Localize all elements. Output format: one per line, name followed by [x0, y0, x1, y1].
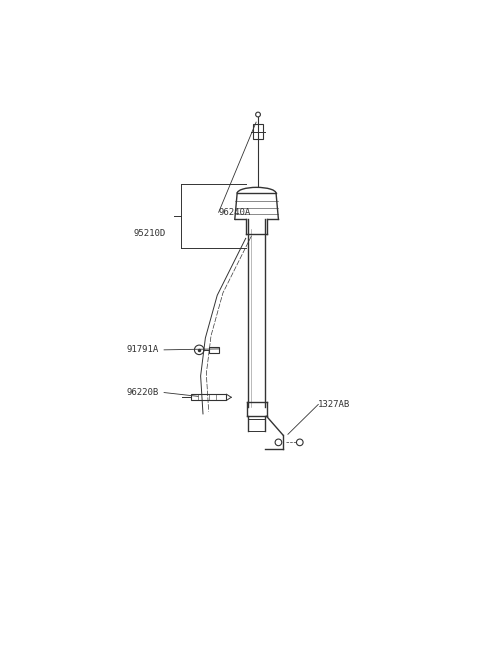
Text: 95210D: 95210D: [133, 229, 166, 238]
Text: 96240A: 96240A: [219, 208, 251, 217]
Text: 1327AB: 1327AB: [318, 400, 350, 409]
Bar: [253, 124, 263, 139]
Bar: [191, 394, 227, 400]
Text: 96220B: 96220B: [126, 388, 158, 397]
Text: 91791A: 91791A: [126, 346, 158, 354]
Bar: [209, 347, 219, 353]
